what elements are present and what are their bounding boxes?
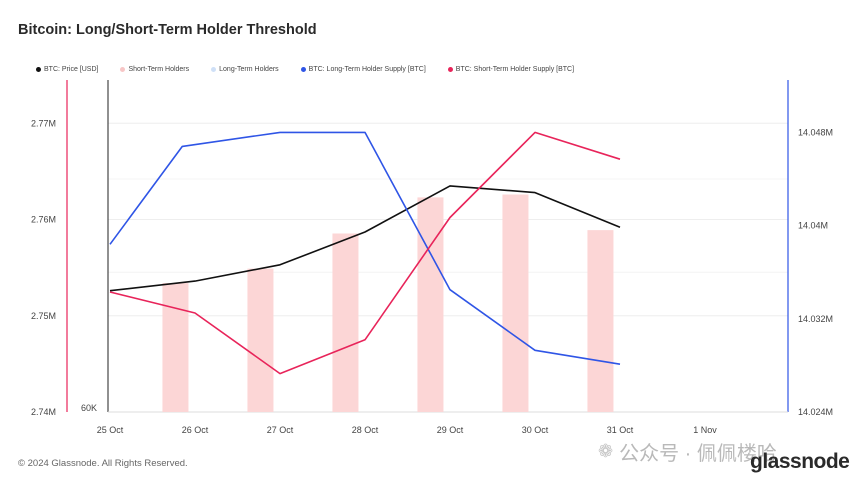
legend-label: BTC: Price [USD] bbox=[44, 66, 99, 73]
series-line-btc-long-term-holder-supply-btc bbox=[109, 131, 621, 365]
y-tick-label-right: 14.024M bbox=[798, 407, 833, 417]
x-tick-label: 26 Oct bbox=[182, 425, 209, 435]
y-tick-label-right: 14.04M bbox=[798, 221, 828, 231]
bar-short-term-holders bbox=[502, 194, 529, 412]
watermark: ❁ 公众号 · 佩佩楼哈 bbox=[598, 437, 777, 466]
y-tick-label-left: 2.75M bbox=[31, 311, 56, 321]
x-tick-label: 1 Nov bbox=[693, 425, 717, 435]
y-tick-label-right: 14.048M bbox=[798, 127, 833, 137]
bar-short-term-holders bbox=[332, 233, 359, 412]
x-tick-label: 27 Oct bbox=[267, 425, 294, 435]
x-tick-label: 30 Oct bbox=[522, 425, 549, 435]
legend-swatch bbox=[211, 67, 217, 72]
wechat-icon: ❁ bbox=[598, 441, 614, 461]
bar-short-term-holders bbox=[247, 268, 274, 412]
glassnode-logo: glassnode bbox=[750, 450, 850, 473]
legend-label: Short-Term Holders bbox=[128, 66, 190, 73]
x-tick-label: 25 Oct bbox=[97, 425, 124, 435]
y-tick-label-left: 2.77M bbox=[31, 118, 56, 128]
y-tick-label-left: 2.74M bbox=[31, 407, 56, 417]
legend-item-price[interactable]: BTC: Price [USD] bbox=[36, 66, 98, 73]
watermark-text: 公众号 · 佩佩楼哈 bbox=[619, 443, 777, 465]
legend-swatch bbox=[120, 67, 126, 72]
legend-item-short-term-holders[interactable]: Short-Term Holders bbox=[120, 66, 189, 73]
x-tick-label: 28 Oct bbox=[352, 425, 379, 435]
legend-swatch bbox=[36, 67, 41, 72]
bar-short-term-holders bbox=[587, 230, 614, 412]
copyright-text: © 2024 Glassnode. All Rights Reserved. bbox=[18, 458, 188, 469]
series-line-btc-price-usd bbox=[109, 185, 621, 292]
bar-short-term-holders bbox=[162, 283, 189, 412]
aux-axis-label: 60K bbox=[81, 403, 97, 413]
legend-label: Long-Term Holders bbox=[219, 66, 279, 73]
legend-swatch bbox=[300, 67, 306, 72]
bar-short-term-holders bbox=[417, 197, 444, 412]
y-tick-label-left: 2.76M bbox=[31, 215, 56, 225]
legend: BTC: Price [USD] Short-Term Holders Long… bbox=[36, 66, 574, 73]
y-tick-label-right: 14.032M bbox=[798, 314, 833, 324]
legend-item-long-term-holders[interactable]: Long-Term Holders bbox=[211, 66, 279, 73]
legend-item-lth-supply[interactable]: BTC: Long-Term Holder Supply [BTC] bbox=[300, 66, 426, 73]
legend-swatch bbox=[447, 67, 453, 72]
series-line-btc-short-term-holder-supply-btc bbox=[109, 131, 621, 375]
legend-label: BTC: Short-Term Holder Supply [BTC] bbox=[455, 66, 575, 73]
x-tick-label: 29 Oct bbox=[437, 425, 464, 435]
chart-title: Bitcoin: Long/Short-Term Holder Threshol… bbox=[18, 22, 317, 38]
legend-label: BTC: Long-Term Holder Supply [BTC] bbox=[308, 66, 426, 73]
legend-item-sth-supply[interactable]: BTC: Short-Term Holder Supply [BTC] bbox=[447, 66, 575, 73]
x-tick-label: 31 Oct bbox=[607, 425, 634, 435]
